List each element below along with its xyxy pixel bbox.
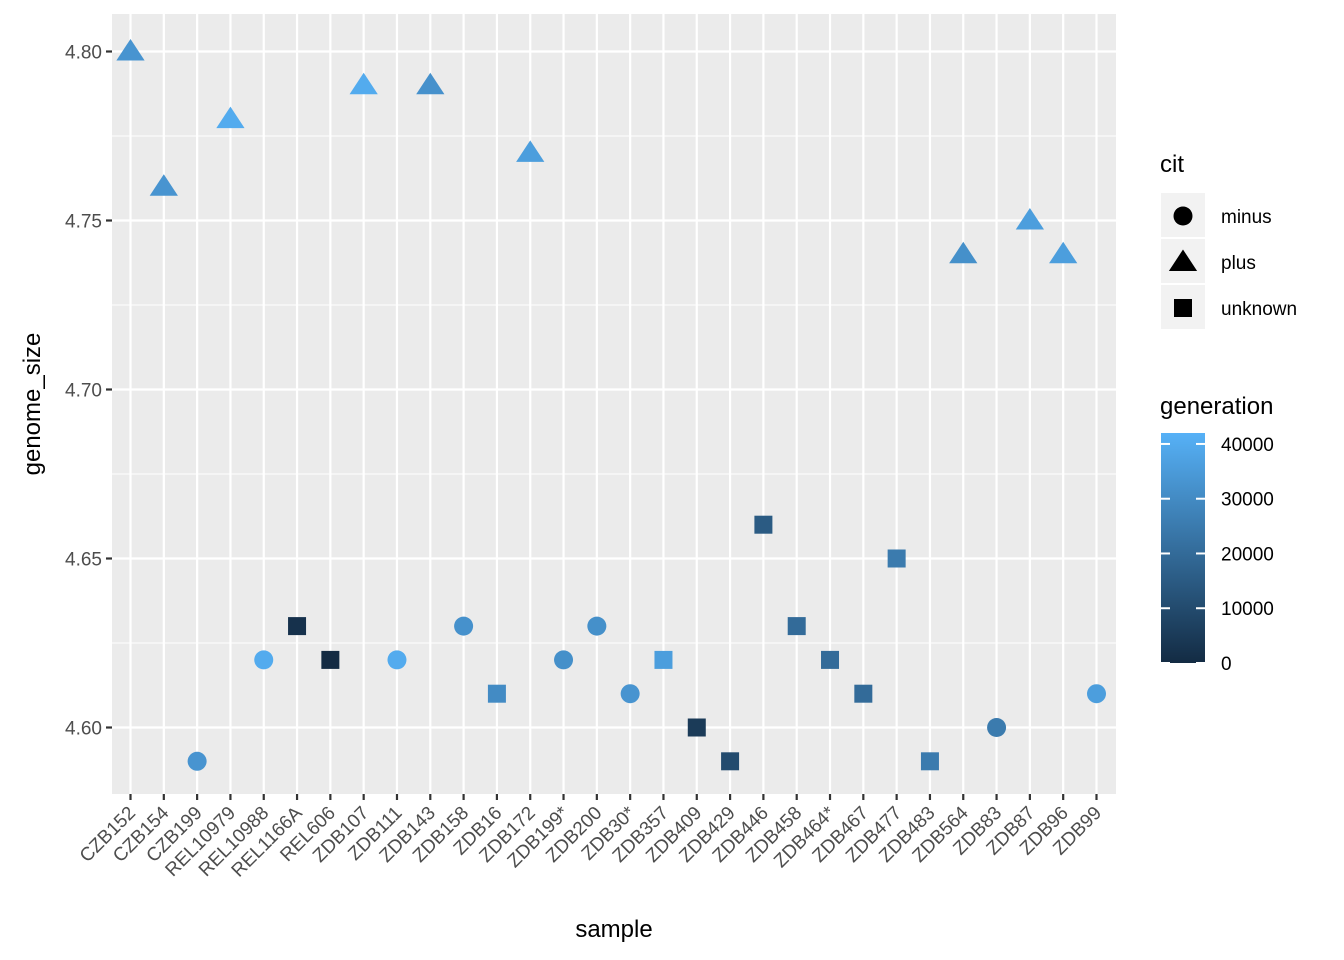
legend-entry-label: plus bbox=[1221, 253, 1256, 274]
x-axis-title: sample bbox=[575, 916, 652, 943]
data-point-plus bbox=[516, 140, 545, 162]
data-point-minus bbox=[187, 751, 207, 771]
data-point-unknown bbox=[920, 752, 939, 771]
data-point-plus bbox=[416, 72, 445, 95]
data-point-plus bbox=[1049, 241, 1078, 264]
data-point-unknown bbox=[787, 617, 806, 636]
data-point-minus bbox=[254, 650, 274, 670]
color-legend-title: generation bbox=[1160, 393, 1273, 420]
data-point-minus bbox=[587, 616, 607, 636]
data-point-minus bbox=[454, 616, 474, 636]
y-tick-label: 4.80 bbox=[65, 43, 102, 64]
shape-legend: cit minus plus unknown bbox=[1160, 151, 1297, 329]
colorbar-tick-label: 20000 bbox=[1221, 544, 1274, 565]
legend-entry-label: minus bbox=[1221, 207, 1272, 228]
colorbar-tick-label: 10000 bbox=[1221, 599, 1274, 620]
legend-key-circle bbox=[1173, 206, 1193, 226]
y-tick-label: 4.60 bbox=[65, 719, 102, 740]
shape-legend-title: cit bbox=[1160, 151, 1184, 178]
data-point-unknown bbox=[821, 650, 840, 669]
data-point-unknown bbox=[721, 752, 740, 771]
data-point-unknown bbox=[887, 549, 906, 568]
data-point-minus bbox=[554, 650, 574, 670]
colorbar-tick-label: 30000 bbox=[1221, 490, 1274, 511]
legend-key-triangle bbox=[1168, 249, 1198, 271]
data-points bbox=[116, 39, 1106, 771]
x-axis: CZB152CZB154CZB199REL10979REL10988REL116… bbox=[76, 794, 1106, 882]
y-tick-label: 4.70 bbox=[65, 381, 102, 402]
data-point-unknown bbox=[754, 515, 773, 534]
data-point-unknown bbox=[487, 684, 506, 703]
legend-entry-label: unknown bbox=[1221, 299, 1297, 320]
minor-grid-lines bbox=[112, 135, 1116, 644]
y-tick-label: 4.75 bbox=[65, 212, 102, 233]
color-legend: generation 0 10000 20000 30000 40000 bbox=[1160, 393, 1274, 675]
data-point-unknown bbox=[854, 684, 873, 703]
colorbar-tick-label: 0 bbox=[1221, 654, 1232, 675]
data-point-unknown bbox=[288, 617, 307, 636]
data-point-unknown bbox=[321, 650, 340, 669]
data-point-minus bbox=[987, 718, 1007, 737]
data-point-minus bbox=[620, 684, 640, 704]
data-point-unknown bbox=[654, 650, 673, 669]
colorbar-tick-label: 40000 bbox=[1221, 435, 1274, 456]
plot-panel bbox=[112, 14, 1116, 794]
data-point-plus bbox=[116, 39, 145, 61]
y-tick-label: 4.65 bbox=[65, 550, 102, 571]
y-axis-title: genome_size bbox=[19, 333, 46, 476]
data-point-minus bbox=[387, 650, 407, 670]
color-bar bbox=[1161, 433, 1205, 663]
data-point-unknown bbox=[687, 718, 706, 737]
legend-key-square bbox=[1174, 299, 1192, 317]
data-point-minus bbox=[1087, 684, 1106, 704]
y-axis: 4.60 4.65 4.70 4.75 4.80 bbox=[65, 43, 112, 740]
data-point-plus bbox=[216, 106, 245, 129]
data-point-plus bbox=[1015, 208, 1045, 230]
data-point-plus bbox=[949, 241, 978, 264]
data-point-plus bbox=[349, 72, 378, 95]
data-point-plus bbox=[149, 174, 178, 196]
